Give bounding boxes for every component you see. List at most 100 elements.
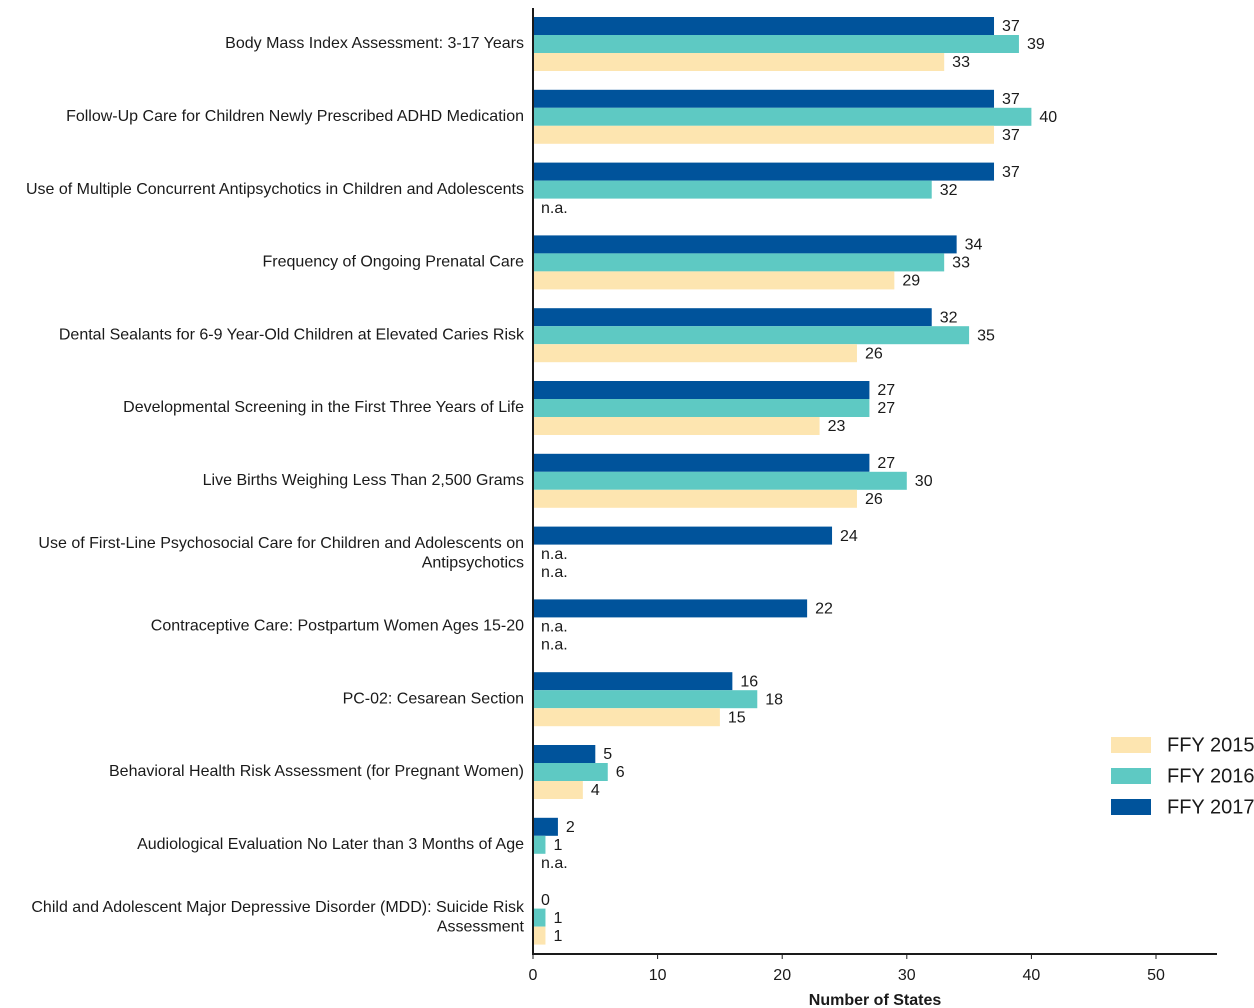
value-label-ffy-2015: 15 (728, 709, 746, 726)
bar-ffy-2015 (533, 53, 945, 71)
bar-ffy-2017 (533, 308, 932, 327)
bar-ffy-2015 (533, 125, 995, 144)
value-label-ffy-2016: 1 (553, 837, 562, 854)
bar-ffy-2017 (533, 381, 870, 399)
value-label-ffy-2015: 26 (865, 345, 883, 362)
value-label-ffy-2017: 37 (1002, 18, 1020, 35)
category-label: Frequency of Ongoing Prenatal Care (263, 254, 525, 271)
value-label-ffy-2015: 23 (828, 418, 846, 435)
category-label: Use of First-Line Psychosocial Care for … (38, 535, 524, 552)
x-axis-title: Number of States (809, 992, 942, 1008)
category-label: Use of Multiple Concurrent Antipsychotic… (26, 181, 524, 198)
value-label-ffy-2016: 18 (765, 691, 783, 708)
category-label: Audiological Evaluation No Later than 3 … (137, 836, 524, 853)
value-label-ffy-2016: 6 (616, 764, 625, 781)
value-label-ffy-2016: 30 (915, 473, 933, 490)
bar-ffy-2015 (533, 926, 546, 945)
value-label-ffy-2015: 29 (902, 273, 920, 290)
value-label-ffy-2015: 33 (952, 54, 970, 71)
bar-ffy-2015 (533, 708, 720, 727)
bar-ffy-2016 (533, 35, 1019, 53)
value-label-ffy-2015: 37 (1002, 127, 1020, 144)
value-label-ffy-2015: n.a. (541, 200, 568, 217)
bar-ffy-2016 (533, 107, 1032, 126)
value-label-ffy-2016: 40 (1039, 109, 1057, 126)
value-label-ffy-2015: 1 (553, 928, 562, 945)
x-tick-label: 50 (1147, 967, 1165, 984)
bar-ffy-2017 (533, 453, 870, 472)
bar-ffy-2016 (533, 471, 907, 490)
value-label-ffy-2016: 35 (977, 327, 995, 344)
bar-ffy-2017 (533, 89, 995, 108)
bar-ffy-2016 (533, 180, 932, 199)
legend: FFY 2015 FFY 2016 FFY 2017 (1111, 734, 1254, 818)
value-label-ffy-2017: 2 (566, 819, 575, 836)
bars-layer (533, 17, 1032, 945)
value-label-ffy-2016: 27 (877, 400, 895, 417)
bar-ffy-2015 (533, 489, 857, 508)
value-label-ffy-2017: 0 (541, 892, 550, 909)
category-label: Antipsychotics (422, 555, 524, 572)
bar-ffy-2015 (533, 781, 583, 799)
value-label-ffy-2015: n.a. (541, 855, 568, 872)
bar-ffy-2016 (533, 763, 608, 781)
legend-label-ffy-2015: FFY 2015 (1167, 734, 1254, 756)
category-label: Live Births Weighing Less Than 2,500 Gra… (203, 472, 524, 489)
value-label-ffy-2015: 26 (865, 491, 883, 508)
x-tick-label: 40 (1023, 967, 1041, 984)
category-labels-layer: Body Mass Index Assessment: 3-17 Years Fo… (26, 35, 525, 935)
category-label: Dental Sealants for 6-9 Year-Old Childre… (59, 326, 525, 343)
bar-ffy-2017 (533, 235, 957, 254)
legend-swatch-ffy-2015 (1111, 737, 1151, 753)
bar-ffy-2017 (533, 162, 995, 181)
value-label-ffy-2017: 37 (1002, 91, 1020, 108)
bar-ffy-2016 (533, 835, 546, 854)
bar-ffy-2016 (533, 326, 970, 345)
x-tick-label: 10 (649, 967, 667, 984)
legend-swatch-ffy-2016 (1111, 768, 1151, 784)
x-tick-label: 30 (898, 967, 916, 984)
value-label-ffy-2017: 27 (877, 382, 895, 399)
bar-ffy-2017 (533, 599, 808, 618)
value-label-ffy-2015: n.a. (541, 564, 568, 581)
value-label-ffy-2016: n.a. (541, 619, 568, 636)
category-label: Assessment (437, 919, 525, 936)
bar-ffy-2016 (533, 690, 758, 709)
category-label: Body Mass Index Assessment: 3-17 Years (225, 35, 524, 52)
value-label-ffy-2016: n.a. (541, 546, 568, 563)
category-label: Developmental Screening in the First Thr… (123, 399, 524, 416)
category-label: Follow-Up Care for Children Newly Prescr… (66, 108, 524, 125)
value-label-ffy-2017: 5 (603, 746, 612, 763)
category-label: PC-02: Cesarean Section (343, 690, 524, 707)
value-labels-layer: 3739333740373732n.a.34332932352627272327… (541, 18, 1057, 945)
category-label: Behavioral Health Risk Assessment (for P… (109, 763, 524, 780)
value-label-ffy-2016: 39 (1027, 36, 1045, 53)
bar-ffy-2015 (533, 417, 820, 435)
legend-label-ffy-2017: FFY 2017 (1167, 796, 1254, 818)
value-label-ffy-2016: 32 (940, 182, 958, 199)
value-label-ffy-2015: n.a. (541, 637, 568, 654)
bar-ffy-2016 (533, 399, 870, 417)
value-label-ffy-2017: 24 (840, 528, 858, 545)
value-label-ffy-2017: 16 (740, 673, 758, 690)
legend-label-ffy-2016: FFY 2016 (1167, 765, 1254, 787)
value-label-ffy-2017: 27 (877, 455, 895, 472)
legend-swatch-ffy-2017 (1111, 799, 1151, 815)
value-label-ffy-2017: 32 (940, 309, 958, 326)
value-label-ffy-2015: 4 (591, 782, 600, 799)
bar-ffy-2016 (533, 908, 546, 927)
x-tick-label: 20 (773, 967, 791, 984)
bar-ffy-2017 (533, 817, 558, 836)
bar-ffy-2017 (533, 17, 995, 35)
bar-ffy-2015 (533, 271, 895, 290)
value-label-ffy-2017: 22 (815, 601, 833, 618)
category-label: Child and Adolescent Major Depressive Di… (31, 899, 525, 916)
bar-ffy-2017 (533, 672, 733, 691)
value-label-ffy-2016: 1 (553, 910, 562, 927)
x-tick-label: 0 (529, 967, 538, 984)
category-label: Contraceptive Care: Postpartum Women Age… (151, 618, 524, 635)
bar-ffy-2017 (533, 745, 596, 763)
bar-ffy-2017 (533, 526, 833, 545)
